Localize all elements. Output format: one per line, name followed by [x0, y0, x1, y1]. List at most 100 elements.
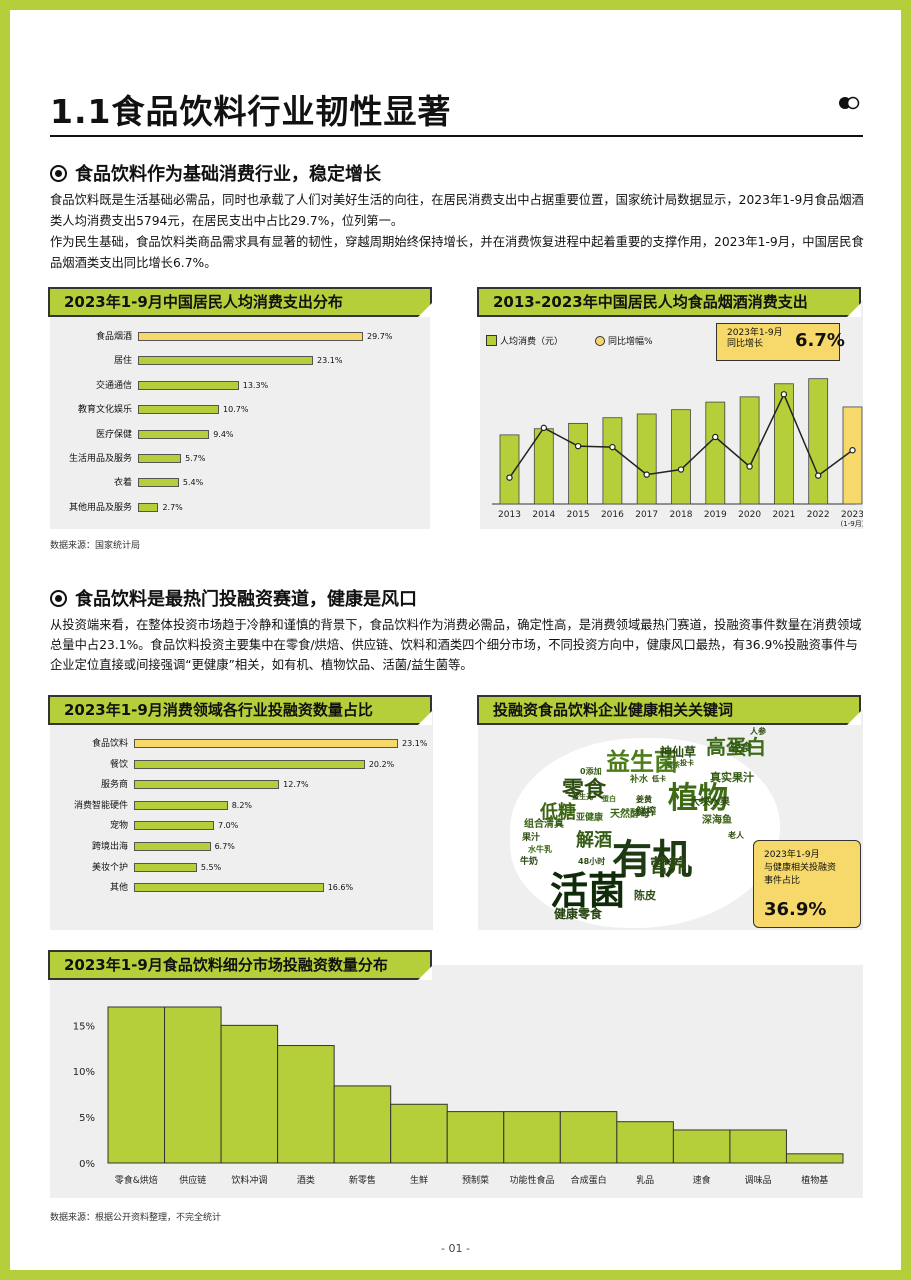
- bar-category-label: 服务商: [100, 780, 128, 791]
- wordcloud-word: 真实果汁: [710, 771, 754, 784]
- x-tick-label: 调味品: [745, 1174, 772, 1186]
- wordcloud-word: 大块水果: [690, 797, 730, 808]
- chart2-legend: 人均消费（元） 同比增幅%: [486, 334, 653, 347]
- x-tick-label: 2023: [841, 510, 863, 520]
- bar-category-label: 餐饮: [109, 759, 128, 770]
- bar-category-label: 其他: [109, 883, 128, 894]
- chart4-callout-label: 2023年1-9月 与健康相关投融资 事件占比: [764, 850, 837, 886]
- bar: [134, 800, 228, 810]
- bar-value-label: 5.4%: [182, 478, 204, 488]
- wordcloud-word: 48小时: [578, 857, 606, 866]
- wordcloud-word: 老人: [728, 831, 744, 840]
- bar-value-label: 2.7%: [162, 502, 183, 512]
- bar: [739, 396, 760, 505]
- chart3-bars: 食品饮料 23.1% 餐饮 20.2% 服务商 12.7% 消费智能硬件 8.2% 宠物 7.0%…: [50, 737, 433, 927]
- wordcloud-word: 解酒: [576, 830, 612, 851]
- bar-row: 消费智能硬件 8.2%: [50, 799, 433, 813]
- bar-value-label: 29.7%: [367, 332, 393, 341]
- bar-category-label: 居住: [113, 356, 132, 367]
- section1-heading: 食品饮料作为基础消费行业，稳定增长: [50, 160, 381, 186]
- bar: [138, 502, 159, 512]
- bar-row: 生活用品及服务 5.7%: [50, 452, 430, 466]
- chart1-bars: 食品烟酒 29.7% 居住 23.1% 交通通信 13.3% 教育文化娱乐 10.7% 医疗保健…: [50, 330, 430, 530]
- wordcloud-word: 高蛋白: [706, 735, 766, 759]
- bar: [499, 434, 520, 505]
- x-tick-label: 2016: [601, 510, 624, 520]
- bar: [134, 739, 398, 748]
- wordcloud-word: 0添加: [580, 767, 602, 776]
- bar-value-label: 8.2%: [231, 800, 253, 810]
- bar-row: 医疗保健 9.4%: [50, 428, 430, 442]
- x-tick-label: 速食: [693, 1174, 711, 1186]
- wordcloud-word: 人参: [750, 727, 766, 736]
- chart1-tag: 2023年1-9月中国居民人均消费支出分布: [48, 287, 432, 317]
- wordcloud-word: 藤茶: [666, 761, 680, 769]
- wordcloud-word: 植物: [668, 781, 728, 816]
- x-tick-label: 2022: [807, 510, 830, 520]
- wordcloud-leaf: [510, 738, 780, 928]
- section2-paragraph1: 从投资端来看，在整体投资市场趋于冷静和谨慎的背景下，食品饮料作为消费必需品，确定…: [50, 618, 862, 672]
- wordcloud-word: 投卡: [680, 759, 694, 767]
- section1-paragraph2: 作为民生基础，食品饮料类商品需求具有显著的韧性，穿越周期始终保持增长，并在消费恢…: [50, 235, 864, 270]
- bar: [134, 862, 197, 872]
- x-tick-label: 2020: [738, 510, 761, 520]
- bar-row: 食品烟酒 29.7%: [50, 330, 430, 344]
- bar: [842, 406, 863, 505]
- wordcloud-word: 姜黄: [636, 795, 652, 804]
- bar-category-label: 食品烟酒: [95, 332, 132, 342]
- wordcloud-word: 陈皮: [634, 889, 656, 902]
- bar: [138, 405, 220, 415]
- x-tick-label: 生鲜: [410, 1174, 428, 1186]
- bar-category-label: 其他用品及服务: [68, 502, 132, 513]
- bar-value-label: 5.5%: [200, 862, 222, 872]
- bar-category-label: 交通通信: [95, 380, 132, 391]
- chart2-callout-value: 6.7%: [795, 330, 845, 351]
- bar-row: 餐饮 20.2%: [50, 758, 433, 772]
- page-title: 1.1食品饮料行业韧性显著: [50, 92, 452, 131]
- chart4-callout: 2023年1-9月 与健康相关投融资 事件占比 36.9%: [753, 840, 861, 928]
- bar: [134, 759, 365, 769]
- chart2-tag: 2013-2023年中国居民人均食品烟酒消费支出: [477, 287, 861, 317]
- growth-point: [609, 443, 616, 451]
- wordcloud-word: 低卡: [652, 775, 666, 783]
- section2-heading-text: 食品饮料是最热门投融资赛道，健康是风口: [75, 589, 417, 610]
- bar-value-label: 23.1%: [402, 739, 428, 748]
- growth-point: [746, 463, 753, 470]
- bar: [705, 401, 726, 505]
- source2: 数据来源：根据公开资料整理，不完全统计: [50, 1213, 222, 1223]
- bar: [220, 1024, 279, 1164]
- bar-value-label: 20.2%: [368, 759, 395, 769]
- wordcloud-word: 补水: [630, 775, 649, 785]
- x-tick-label: 预制菜: [462, 1174, 489, 1186]
- bar: [808, 378, 829, 505]
- x-tick-label: 合成蛋白: [571, 1174, 607, 1186]
- bar-row: 居住 23.1%: [50, 354, 430, 368]
- wordcloud-word: 天然酵母: [610, 809, 650, 820]
- wordcloud-word: 鲜榨: [636, 807, 656, 818]
- chart2-callout: 2023年1-9月 同比增长 6.7%: [716, 323, 845, 361]
- title-divider: [50, 135, 863, 137]
- wordcloud-word: 果汁: [522, 833, 541, 843]
- legend-line-swatch: [595, 335, 606, 346]
- section2-heading: 食品饮料是最热门投融资赛道，健康是风口: [50, 585, 417, 611]
- bar-value-label: 6.7%: [214, 842, 235, 851]
- x-tick-label: 零食&烘焙: [115, 1174, 158, 1186]
- bar: [134, 821, 214, 831]
- bar-value-label: 16.6%: [327, 883, 354, 893]
- bar-value-label: 10.7%: [223, 405, 249, 415]
- chart2-svg: 2013 2014 2015 2016 2017 2018 2019 2020 2021 2022…: [492, 378, 863, 528]
- x-tick-label: 2018: [670, 510, 693, 520]
- growth-point: [780, 391, 788, 398]
- x-tick-label: 植物基: [801, 1174, 828, 1186]
- target-icon: [50, 590, 67, 607]
- bar: [616, 1121, 674, 1164]
- bar-row: 宠物 7.0%: [50, 819, 433, 833]
- bar: [134, 842, 211, 851]
- bar: [559, 1111, 618, 1164]
- bar-value-label: 13.3%: [242, 380, 269, 390]
- wordcloud-word: 亚健康: [576, 813, 604, 823]
- bar: [636, 413, 657, 505]
- bar-category-label: 生活用品及服务: [68, 454, 132, 464]
- x-tick-label: 供应链: [179, 1174, 206, 1186]
- chart4-tag: 投融资食品饮料企业健康相关关键词: [477, 695, 861, 725]
